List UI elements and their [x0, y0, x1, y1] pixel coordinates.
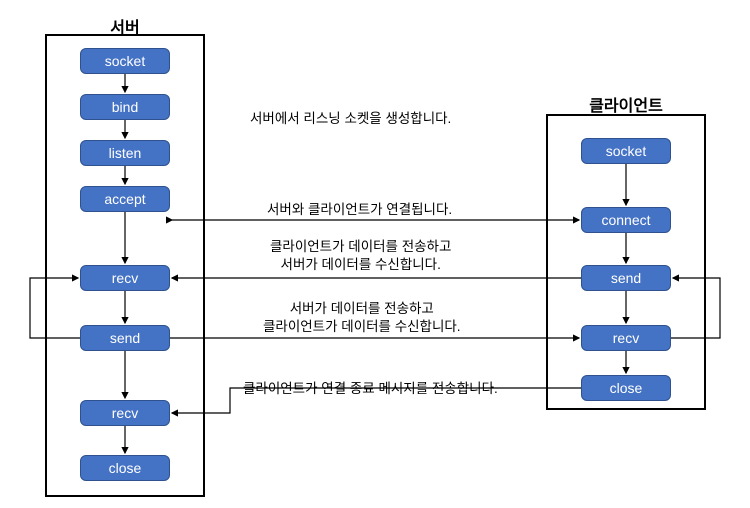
server-listen-node: listen	[80, 140, 170, 166]
client-close-node: close	[581, 375, 671, 401]
desc-connect: 서버와 클라이언트가 연결됩니다.	[267, 201, 452, 219]
client-recv-node: recv	[581, 325, 671, 351]
desc-text: 서버에서 리스닝 소켓을 생성합니다.	[250, 111, 451, 126]
desc-text: 클라이언트가 데이터를 전송하고	[270, 239, 451, 254]
server-socket-node: socket	[80, 48, 170, 74]
desc-text: 서버가 데이터를 수신합니다.	[281, 257, 441, 272]
desc-close: 클라이언트가 연결 종료 메시지를 전송합니다.	[243, 380, 498, 398]
server-accept-node: accept	[80, 186, 170, 212]
desc-client-send: 클라이언트가 데이터를 전송하고 서버가 데이터를 수신합니다.	[270, 238, 451, 274]
client-connect-node: connect	[581, 207, 671, 233]
desc-listen-socket: 서버에서 리스닝 소켓을 생성합니다.	[250, 110, 451, 128]
desc-text: 서버와 클라이언트가 연결됩니다.	[267, 202, 452, 217]
server-recv2-node: recv	[80, 400, 170, 426]
desc-text: 서버가 데이터를 전송하고	[290, 301, 434, 316]
server-send-node: send	[80, 325, 170, 351]
client-send-node: send	[581, 265, 671, 291]
client-title: 클라이언트	[576, 92, 676, 116]
server-bind-node: bind	[80, 94, 170, 120]
server-recv1-node: recv	[80, 265, 170, 291]
desc-server-send: 서버가 데이터를 전송하고 클라이언트가 데이터를 수신합니다.	[263, 300, 461, 336]
desc-text: 클라이언트가 데이터를 수신합니다.	[263, 319, 461, 334]
server-close-node: close	[80, 455, 170, 481]
desc-text: 클라이언트가 연결 종료 메시지를 전송합니다.	[243, 381, 498, 396]
client-socket-node: socket	[581, 138, 671, 164]
